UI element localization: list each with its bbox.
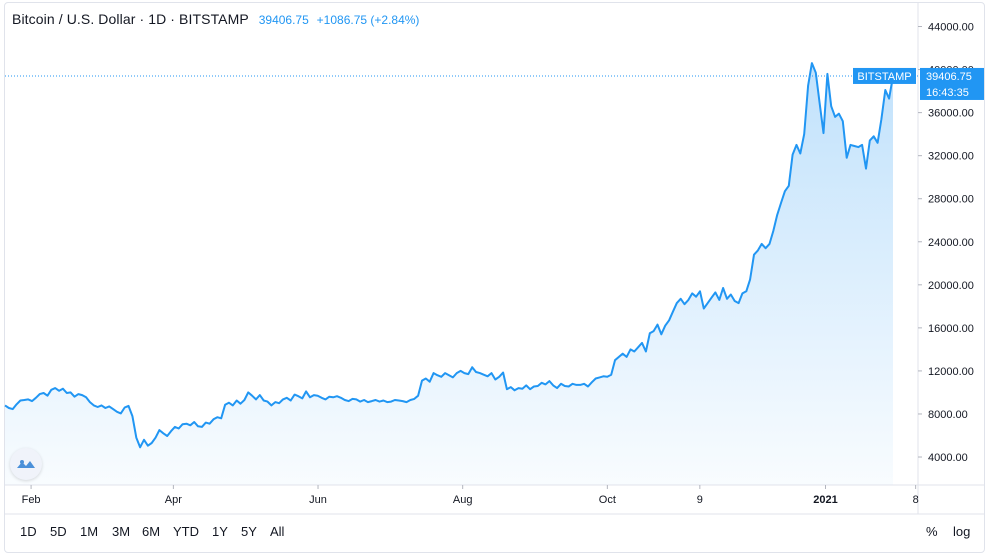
time-tick-label: Jun <box>309 494 327 506</box>
bar-countdown-label: 16:43:35 <box>926 87 969 99</box>
price-tick-label: 16000.00 <box>928 323 974 335</box>
range-button-5d[interactable]: 5D <box>50 524 67 539</box>
time-tick-label: 9 <box>697 494 703 506</box>
range-button-1d[interactable]: 1D <box>20 524 37 539</box>
time-tick-label: 2021 <box>813 494 837 506</box>
price-line-series <box>4 62 894 449</box>
range-button-6m[interactable]: 6M <box>142 524 161 539</box>
range-button-3m[interactable]: 3M <box>112 524 131 539</box>
time-tick-label: Apr <box>165 494 182 506</box>
price-tick-label: 12000.00 <box>928 366 974 378</box>
bottom-toolbar: 1D 5D 1M 3M 6M YTD 1Y 5Y All % log <box>0 514 989 552</box>
price-tick-label: 28000.00 <box>928 194 974 206</box>
price-tick-label: 44000.00 <box>928 22 974 34</box>
price-tick-label: 20000.00 <box>928 280 974 292</box>
exchange-label-badge <box>853 67 916 84</box>
symbol-title[interactable]: Bitcoin / U.S. Dollar · 1D · BITSTAMP <box>12 11 249 27</box>
tradingview-logo-icon[interactable] <box>10 448 42 480</box>
price-tick-label: 4000.00 <box>928 452 968 464</box>
price-tick-label: 24000.00 <box>928 237 974 249</box>
time-tick-label: Aug <box>453 494 473 506</box>
range-button-5y[interactable]: 5Y <box>241 524 257 539</box>
range-button-1y[interactable]: 1Y <box>212 524 228 539</box>
last-price-badge <box>920 67 984 100</box>
time-tick-label: 8 <box>913 494 919 506</box>
range-button-1m[interactable]: 1M <box>80 524 99 539</box>
log-scale-button[interactable]: log <box>953 524 971 539</box>
chart-legend: Bitcoin / U.S. Dollar · 1D · BITSTAMP 39… <box>12 11 419 27</box>
range-button-ytd[interactable]: YTD <box>173 524 199 539</box>
range-button-all[interactable]: All <box>270 524 285 539</box>
price-tick-label: 32000.00 <box>928 151 974 163</box>
price-area-fill <box>5 63 893 485</box>
price-tick-label: 36000.00 <box>928 108 974 120</box>
exchange-label: BITSTAMP <box>857 71 911 83</box>
time-tick-label: Oct <box>599 494 616 506</box>
chart-frame <box>4 2 985 553</box>
price-tick-label: 8000.00 <box>928 409 968 421</box>
time-tick-label: Feb <box>22 494 41 506</box>
legend-change: +1086.75 (+2.84%) <box>316 13 420 27</box>
percent-scale-button[interactable]: % <box>926 524 938 539</box>
last-price-label: 39406.75 <box>926 71 972 83</box>
legend-last-price: 39406.75 <box>258 13 309 27</box>
